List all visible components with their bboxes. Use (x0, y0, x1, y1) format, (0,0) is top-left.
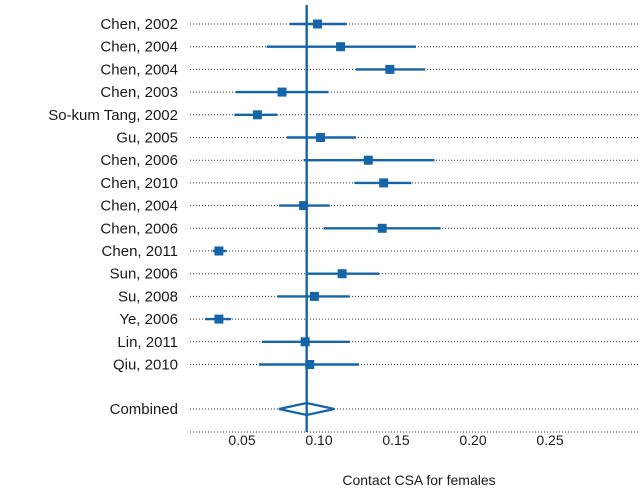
study-point-estimate (312, 19, 322, 29)
study-label: So-kum Tang, 2002 (48, 107, 178, 124)
study-point-estimate (214, 314, 224, 324)
study-label: Lin, 2011 (117, 334, 178, 351)
study-label: Sun, 2006 (110, 266, 178, 283)
x-tick-label: 0.05 (228, 432, 255, 448)
study-label: Chen, 2006 (100, 152, 178, 169)
x-tick-label: 0.25 (536, 432, 563, 448)
study-point-estimate (363, 155, 373, 165)
study-label: Chen, 2011 (102, 243, 178, 260)
study-point-estimate (377, 223, 387, 233)
study-label: Chen, 2004 (100, 39, 178, 56)
study-row: Chen, 2011 (102, 243, 640, 260)
study-point-estimate (316, 133, 326, 142)
study-label: Chen, 2006 (100, 220, 178, 237)
x-tick-label: 0.10 (305, 432, 332, 448)
x-axis: 0.05 0.10 0.15 0.20 0.25 Contact CSA for fem… (190, 431, 640, 488)
study-row: Qiu, 2010 (113, 357, 640, 374)
study-point-estimate (252, 110, 262, 120)
x-axis-title: Contact CSA for females (342, 472, 495, 488)
x-axis-ticks: 0.05 0.10 0.15 0.20 0.25 (228, 432, 563, 448)
study-point-estimate (299, 201, 309, 211)
study-label: Qiu, 2010 (113, 357, 178, 374)
study-row: Chen, 2006 (100, 152, 640, 169)
study-point-estimate (214, 246, 224, 256)
study-row: Ye, 2006 (119, 311, 640, 328)
study-row: Chen, 2004 (100, 39, 640, 56)
study-point-estimate (305, 360, 315, 369)
study-point-estimate (309, 291, 319, 301)
study-label: Chen, 2003 (100, 84, 178, 101)
x-tick-label: 0.15 (382, 432, 409, 448)
study-label: Ye, 2006 (119, 311, 178, 328)
study-label: Chen, 2004 (100, 198, 178, 215)
study-row: Chen, 2004 (100, 61, 640, 78)
combined-label: Combined (110, 401, 178, 418)
study-row: Chen, 2003 (100, 84, 640, 101)
study-row: Chen, 2004 (100, 198, 640, 215)
study-label: Chen, 2004 (100, 61, 178, 78)
study-point-estimate (337, 269, 347, 279)
study-point-estimate (277, 87, 287, 97)
study-row: Chen, 2002 (100, 16, 640, 33)
study-row: Su, 2008 (118, 288, 640, 305)
study-label: Su, 2008 (118, 288, 178, 305)
combined-row: Combined (110, 401, 640, 418)
study-row: So-kum Tang, 2002 (48, 107, 640, 124)
x-tick-label: 0.20 (459, 432, 486, 448)
study-point-estimate (300, 337, 310, 347)
study-label: Chen, 2002 (100, 16, 178, 33)
study-label: Gu, 2005 (116, 130, 178, 147)
study-row: Chen, 2010 (100, 175, 640, 192)
study-row: Chen, 2006 (100, 220, 640, 237)
study-point-estimate (336, 42, 346, 52)
study-row: Gu, 2005 (116, 130, 640, 147)
study-row: Lin, 2011 (117, 334, 640, 351)
study-point-estimate (379, 178, 389, 188)
study-rows: Chen, 2002 Chen, 2004 Chen, 2004 Chen, 2003… (48, 16, 640, 374)
study-point-estimate (385, 64, 395, 74)
study-row: Sun, 2006 (110, 266, 640, 283)
study-label: Chen, 2010 (100, 175, 178, 192)
